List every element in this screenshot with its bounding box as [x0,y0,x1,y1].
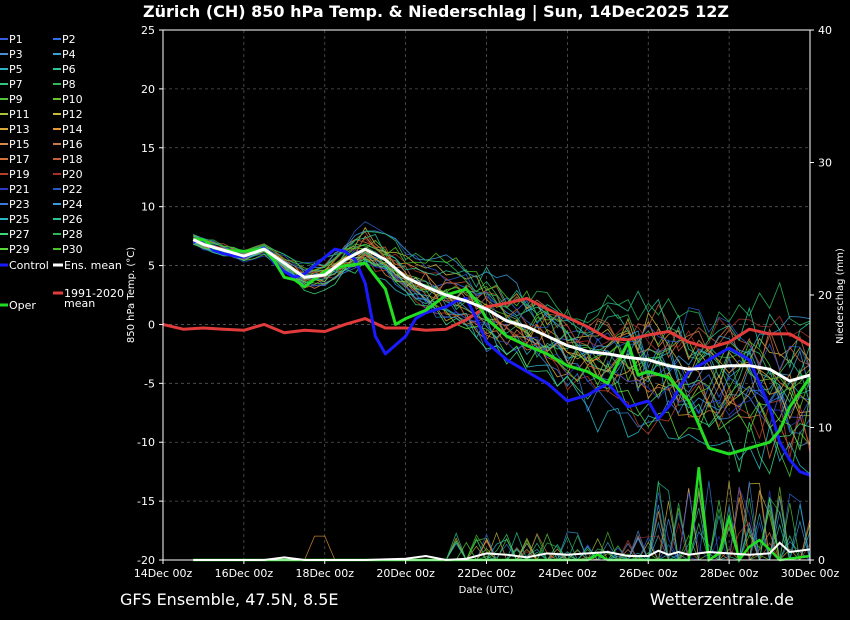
legend-label: Control [9,259,49,272]
chart-title: Zürich (CH) 850 hPa Temp. & Niederschlag… [143,2,729,22]
x-tick-label: 20Dec 00z [376,567,435,580]
y-tick-label: 10 [141,201,155,214]
precipitation [193,467,811,563]
legend-label: P23 [9,198,30,211]
legend-label: P12 [62,108,83,121]
series-line-oper [193,238,812,456]
footer-source: Wetterzentrale.de [650,590,794,609]
y-tick-label: -10 [137,436,155,449]
y-axis: 25 20 15 10 5 0 -5 -10 -15 -20 [137,24,163,567]
legend: P1 P2 P3 P4 P5 P6 P7 P8 P9 P10 P11 P12 P13 P14 P15 P16 P… [0,33,124,312]
legend-label: P3 [9,48,23,61]
legend-label: P24 [62,198,83,211]
legend-label: P26 [62,213,83,226]
legend-label: P29 [9,243,30,256]
legend-label: P6 [62,63,76,76]
x-tick-label: 22Dec 00z [457,567,516,580]
y-tick-label: 5 [148,260,155,273]
member-line-p9 [193,238,811,478]
y-tick-label: 20 [141,83,155,96]
legend-label: P2 [62,33,76,46]
legend-label: P17 [9,153,30,166]
y2-tick-label: 30 [818,157,832,170]
member-line-p26 [193,233,811,369]
y-tick-label: -5 [144,377,155,390]
legend-label: 1991-2020 [64,287,124,300]
legend-label: Oper [9,299,36,312]
x-axis: 14Dec 00z 16Dec 00z 18Dec 00z 20Dec 00z 22De… [134,560,840,580]
y-tick-label: 15 [141,142,155,155]
y2-tick-label: 0 [818,554,825,567]
legend-label: P5 [9,63,23,76]
y-tick-label: -20 [137,554,155,567]
footer-model: GFS Ensemble, 47.5N, 8.5E [120,590,339,609]
y-tick-label: -15 [137,495,155,508]
legend-label: P21 [9,183,30,196]
legend-label: P7 [9,78,23,91]
series-line-control [192,238,811,477]
x-tick-label: 24Dec 00z [538,567,597,580]
legend-label: P25 [9,213,30,226]
x-tick-label: 14Dec 00z [134,567,193,580]
legend-label: P16 [62,138,83,151]
member-line-p20 [193,237,811,353]
grid [162,29,811,561]
legend-label: P11 [9,108,30,121]
member-line-p15 [193,241,811,409]
legend-label: P18 [62,153,83,166]
y2-tick-label: 40 [818,24,832,37]
x-tick-label: 18Dec 00z [295,567,354,580]
x-tick-label: 28Dec 00z [700,567,759,580]
legend-label: P30 [62,243,83,256]
series-line-ens-mean [192,238,811,383]
legend-label: P8 [62,78,76,91]
legend-label: P10 [62,93,83,106]
legend-label: P1 [9,33,23,46]
y2-axis: 40 30 20 10 0 [810,24,832,567]
member-line-p30 [193,234,811,410]
y-tick-label: 0 [148,318,155,331]
y-tick-label: 25 [141,24,155,37]
x-tick-label: 26Dec 00z [619,567,678,580]
main-series [162,238,812,477]
legend-label: Ens. mean [64,259,122,272]
member-line-p28 [193,230,811,342]
y-axis-label: 850 hPa Temp. (°C) [126,247,137,343]
series-line-1991-2020-mean [162,297,811,350]
legend-label: P14 [62,123,83,136]
legend-label: P9 [9,93,23,106]
x-axis-label: Date (UTC) [459,585,514,596]
y2-tick-label: 20 [818,289,832,302]
legend-label: mean [64,297,95,310]
legend-label: P27 [9,228,30,241]
legend-label: P28 [62,228,83,241]
legend-label: P20 [62,168,83,181]
legend-label: P4 [62,48,76,61]
legend-label: P22 [62,183,83,196]
ensemble-members [193,221,811,478]
y2-tick-label: 10 [818,422,832,435]
legend-label: P13 [9,123,30,136]
legend-label: P15 [9,138,30,151]
legend-label: P19 [9,168,30,181]
x-tick-label: 16Dec 00z [215,567,274,580]
y2-axis-label: Niederschlag (mm) [835,248,846,344]
x-tick-label: 30Dec 00z [781,567,840,580]
member-line-p24 [193,230,811,372]
